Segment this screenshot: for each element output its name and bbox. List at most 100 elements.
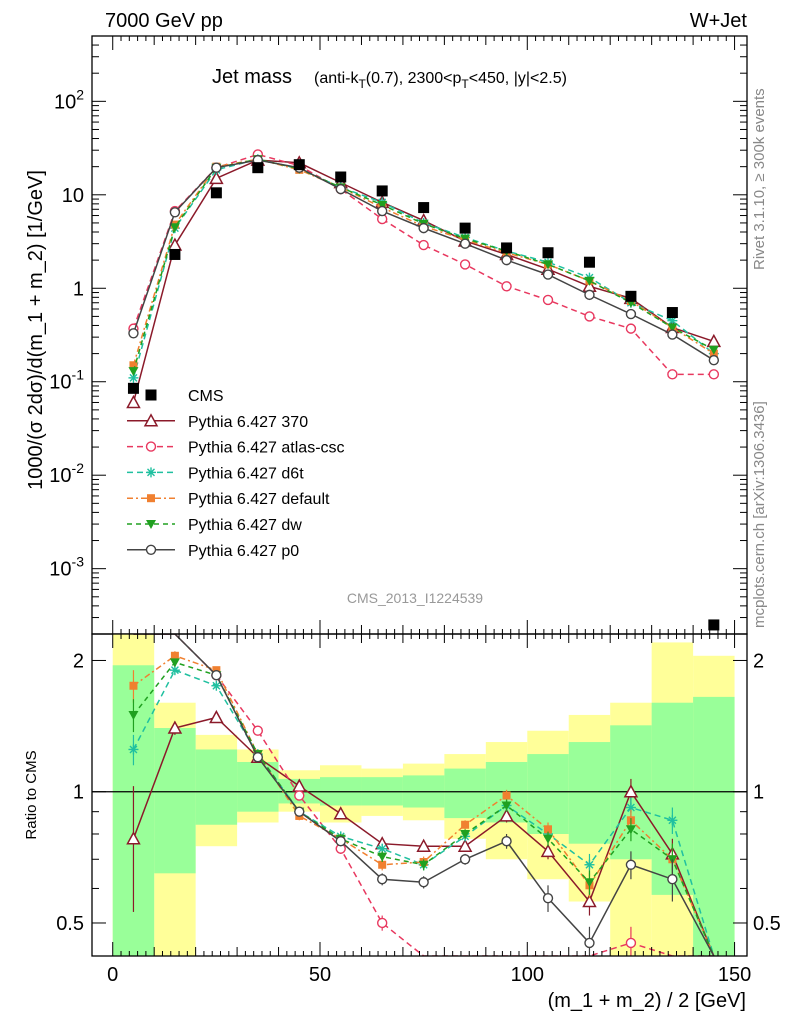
legend-label-pythia-6-427-p0: Pythia 6.427 p0 xyxy=(188,543,299,560)
data-point-cms xyxy=(418,202,430,214)
band-green-bin xyxy=(444,768,486,819)
plot-title-sub2: T xyxy=(461,77,469,91)
ratio-line-pythia-6-427-atlas-csc xyxy=(133,634,714,956)
data-point-cms xyxy=(501,242,513,254)
point-pythia-6-427-default xyxy=(129,361,138,370)
ratio-point-pythia-6-427-370 xyxy=(540,843,556,858)
ratio-point-pythia-6-427-370 xyxy=(582,893,597,908)
point-pythia-6-427-dw xyxy=(543,260,554,270)
legend-label-pythia-6-427-d6t: Pythia 6.427 d6t xyxy=(188,465,304,482)
ratio-y-tick-label-right: 2 xyxy=(753,650,764,672)
ratio-point-pythia-6-427-370 xyxy=(333,806,348,820)
main-data-layer xyxy=(127,159,720,631)
header-left: 7000 GeV pp xyxy=(105,10,223,32)
band-green-bin xyxy=(568,742,611,844)
x-axis-label: (m_1 + m_2) / 2 [GeV] xyxy=(548,990,746,1012)
ratio-series-layer xyxy=(126,634,715,956)
point-pythia-6-427-dw xyxy=(169,223,180,233)
point-pythia-6-427-370 xyxy=(126,394,141,409)
point-pythia-6-427-dw xyxy=(667,323,678,333)
ratio-point-pythia-6-427-370 xyxy=(209,709,224,724)
star-d2 xyxy=(626,803,635,812)
ratio-point-pythia-6-427-p0 xyxy=(625,859,637,870)
y-tick-label-base: 10 xyxy=(49,559,71,581)
ratio-y-tick-label: 1 xyxy=(73,782,84,804)
plot-title-sub1: T xyxy=(358,77,366,91)
y-tick-label: 10 xyxy=(62,185,84,207)
ratio-point-pythia-6-427-default xyxy=(544,825,553,834)
y-tick-label-exp: -1 xyxy=(72,367,85,383)
ratio-point-pythia-6-427-default xyxy=(170,651,179,660)
plot-title-mid: (0.7), 2300<p xyxy=(366,70,462,87)
point-pythia-6-427-atlas-csc xyxy=(501,281,512,292)
ratio-point-pythia-6-427-default xyxy=(502,791,511,800)
data-point-cms xyxy=(293,159,305,171)
source-label: mcplots.cern.ch [arXiv:1306.3436] xyxy=(751,401,768,628)
data-point-cms xyxy=(210,187,222,199)
data-point-cms xyxy=(625,290,637,302)
point-pythia-6-427-p0 xyxy=(708,354,720,366)
ratio-point-pythia-6-427-dw xyxy=(377,852,388,862)
ratio-point-pythia-6-427-p0 xyxy=(584,937,595,949)
point-pythia-6-427-p0 xyxy=(376,205,388,217)
data-point-cms xyxy=(708,619,720,631)
ratio-point-pythia-6-427-370 xyxy=(623,784,639,798)
star-d2 xyxy=(170,666,179,675)
point-pythia-6-427-atlas-csc xyxy=(542,294,554,306)
point-pythia-6-427-atlas-csc xyxy=(459,259,471,270)
ratio-axes: 0 50 100 150 0.5 0.5 1 1 2 2 xyxy=(56,620,781,986)
data-point-cms xyxy=(666,307,678,319)
ratio-point-pythia-6-427-dw xyxy=(128,710,139,720)
star-d2 xyxy=(129,745,138,754)
star-d2 xyxy=(585,860,594,869)
data-point-cms xyxy=(252,162,264,174)
ratio-y-tick-label-right: 0.5 xyxy=(753,913,781,935)
x-tick-label: 0 xyxy=(107,964,118,986)
ratio-point-pythia-6-427-dw xyxy=(501,801,512,811)
star-d2 xyxy=(212,681,221,690)
ratio-point-pythia-6-427-p0 xyxy=(418,877,429,888)
y-tick-label: 10-1 xyxy=(49,367,84,394)
legend-marker-pythia-6-427-atlas-csc xyxy=(145,441,157,452)
ratio-point-pythia-6-427-default xyxy=(378,860,387,869)
ratio-point-pythia-6-427-p0 xyxy=(211,670,222,681)
ratio-point-pythia-6-427-d6t xyxy=(211,680,222,691)
ratio-point-pythia-6-427-p0 xyxy=(459,854,471,865)
point-pythia-6-427-p0 xyxy=(501,254,512,266)
y-tick-label-base: 10 xyxy=(49,465,71,487)
point-pythia-6-427-p0 xyxy=(625,308,637,320)
point-pythia-6-427-atlas-csc xyxy=(708,369,720,380)
point-pythia-6-427-p0 xyxy=(667,329,678,340)
point-pythia-6-427-dw xyxy=(708,345,719,355)
svg-text:Jet mass: Jet mass xyxy=(212,66,292,88)
watermark: CMS_2013_I1224539 xyxy=(347,590,483,606)
point-pythia-6-427-atlas-csc xyxy=(418,239,429,251)
ratio-point-pythia-6-427-dw xyxy=(625,825,636,835)
plot-title: Jet mass (anti-kT(0.7), 2300<pT<450, |y|… xyxy=(212,66,567,91)
band-green-bin xyxy=(693,696,735,956)
ratio-point-pythia-6-427-atlas-csc xyxy=(376,917,388,929)
ratio-point-pythia-6-427-dw xyxy=(584,878,595,888)
ratio-point-pythia-6-427-370 xyxy=(167,720,183,734)
point-pythia-6-427-atlas-csc xyxy=(584,311,595,322)
star-d2 xyxy=(668,816,677,825)
y-tick-label-base: 10 xyxy=(49,372,71,394)
ratio-y-tick-label: 2 xyxy=(73,650,84,672)
ratio-y-tick-label: 0.5 xyxy=(56,913,84,935)
band-green-bin xyxy=(237,761,279,812)
point-pythia-6-427-atlas-csc xyxy=(667,369,678,380)
plot-title-end: <450, |y|<2.5) xyxy=(469,70,567,87)
data-point-cms xyxy=(127,382,139,394)
point-pythia-6-427-p0 xyxy=(128,328,139,339)
point-pythia-6-427-p0 xyxy=(459,238,471,249)
point-pythia-6-427-370 xyxy=(209,170,224,185)
ratio-point-pythia-6-427-p0 xyxy=(542,892,554,904)
ratio-point-pythia-6-427-d6t xyxy=(128,744,139,755)
point-pythia-6-427-p0 xyxy=(335,183,346,195)
data-point-cms xyxy=(542,247,554,259)
legend-label-pythia-6-427-atlas-csc: Pythia 6.427 atlas-csc xyxy=(188,440,345,457)
ratio-point-pythia-6-427-atlas-csc xyxy=(294,790,305,801)
